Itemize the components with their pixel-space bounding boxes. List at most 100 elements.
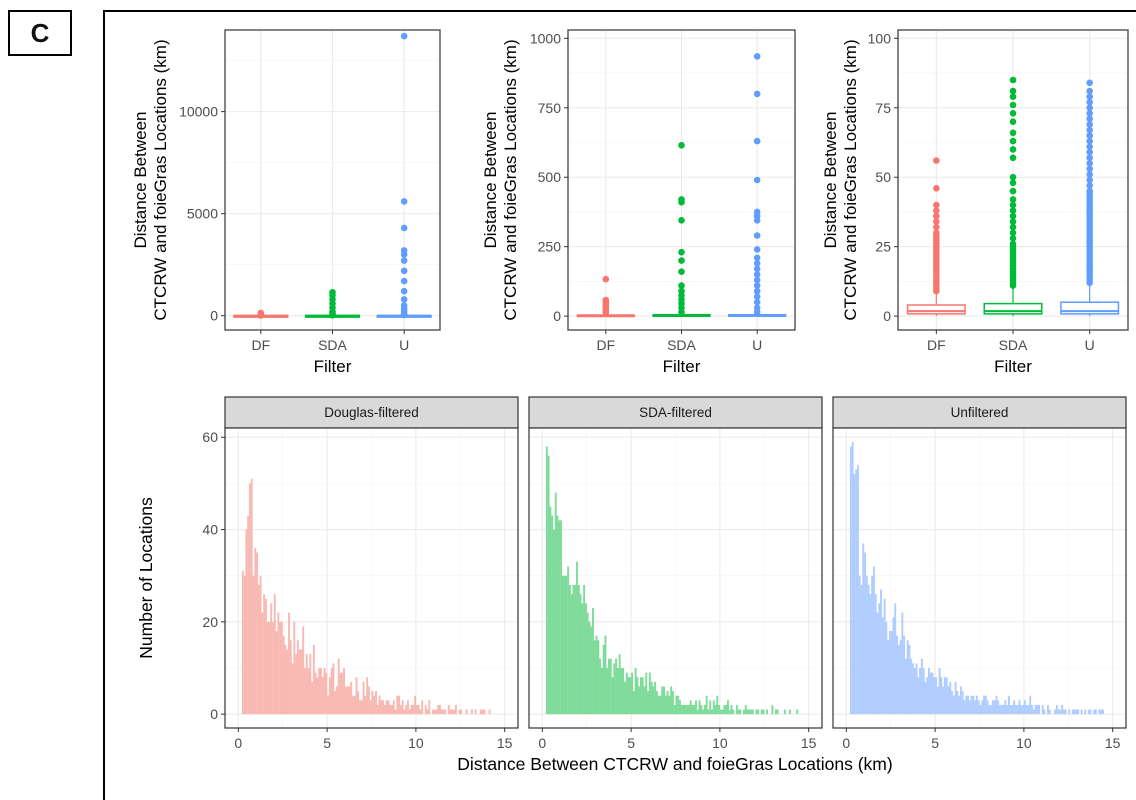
histogram-bar	[618, 654, 621, 715]
y-tick-label: 10000	[179, 104, 218, 120]
histogram-bar	[1093, 709, 1096, 715]
plot-border	[224, 427, 519, 729]
x-tick-label: 10	[408, 735, 424, 751]
histogram-bar	[686, 704, 689, 715]
histogram-bar	[574, 584, 577, 715]
histogram-bar	[1062, 709, 1065, 715]
histogram-bar	[851, 441, 854, 715]
histogram-bar	[600, 668, 603, 715]
outlier-point	[1009, 93, 1017, 100]
histogram-bar	[647, 691, 650, 715]
histogram-bar	[1055, 704, 1058, 715]
y-tick-label: 75	[875, 100, 891, 116]
histogram-bar	[367, 686, 370, 715]
histogram-bar	[334, 691, 337, 715]
histogram-bar	[586, 612, 589, 715]
outlier-point	[400, 302, 408, 309]
histogram-bar	[405, 704, 408, 715]
histogram-bar	[465, 709, 468, 715]
histogram-bar	[1094, 709, 1097, 715]
y-axis-title-line1: Distance Between	[481, 111, 500, 248]
histogram-bar	[739, 709, 742, 715]
histogram-bar	[606, 668, 609, 715]
histogram-bar	[695, 700, 697, 715]
histogram-bar	[1102, 709, 1104, 715]
histogram-bar	[988, 704, 991, 715]
histogram-bar	[284, 644, 287, 715]
histogram-bar	[1064, 709, 1067, 715]
outlier-point	[753, 232, 761, 239]
plot-border	[224, 29, 441, 331]
histogram-bar	[316, 677, 319, 715]
outlier-point	[400, 267, 408, 275]
histogram-bar	[1015, 704, 1017, 715]
histogram-bar	[687, 704, 690, 715]
histogram-bar	[314, 672, 317, 715]
histogram-bar	[558, 520, 561, 715]
histogram-bar	[668, 695, 671, 715]
histogram-bar	[796, 709, 799, 715]
histogram-bar	[1087, 709, 1090, 715]
x-tick-label: U	[399, 337, 409, 353]
histogram-bar	[348, 686, 351, 715]
histogram-bar	[270, 603, 273, 715]
histogram-bar	[1023, 700, 1026, 715]
histogram-bar	[858, 575, 861, 715]
histogram-bar	[860, 584, 863, 715]
histogram-bar	[906, 640, 909, 715]
histogram-bar	[382, 700, 385, 715]
histogram-bar	[762, 709, 765, 715]
histogram-bar	[341, 672, 344, 715]
histogram-bar	[880, 589, 882, 715]
y-tick-label: 100	[868, 30, 892, 46]
x-tick-label: 0	[234, 735, 242, 751]
histogram-bar	[346, 686, 349, 715]
histogram-bar	[394, 709, 397, 715]
histogram-bar	[1071, 709, 1074, 715]
outlier-point	[678, 196, 685, 203]
outlier-point	[1009, 196, 1017, 203]
histogram-bar	[437, 704, 440, 715]
histogram-bar	[616, 668, 619, 715]
outlier-point	[329, 288, 336, 296]
histogram-bar	[702, 709, 705, 715]
histogram-bar	[965, 695, 968, 715]
histogram-bar	[296, 640, 299, 715]
x-tick-label: U	[1085, 337, 1095, 353]
plot-border	[832, 427, 1127, 729]
histogram-bar	[723, 704, 726, 715]
histogram-bar	[943, 677, 946, 715]
histogram-bar	[474, 709, 477, 715]
histogram-bar	[632, 691, 635, 715]
histogram-bar	[1000, 704, 1003, 715]
histogram-bar	[414, 695, 417, 715]
histogram-bar	[638, 686, 641, 715]
histogram-bar	[1061, 704, 1064, 715]
y-tick-label: 0	[210, 706, 218, 722]
histogram-bar	[1032, 709, 1035, 715]
histogram-bar	[876, 612, 879, 715]
histogram-bar	[268, 621, 271, 715]
histogram-bar	[961, 691, 964, 715]
histogram-bar	[631, 672, 634, 715]
histogram-bar	[1020, 704, 1023, 715]
y-tick-label: 0	[210, 308, 218, 324]
histogram-bar	[766, 709, 768, 715]
histogram-bar	[903, 635, 906, 715]
histogram-bar	[682, 704, 685, 715]
histogram-bar	[755, 709, 758, 715]
x-tick-label: DF	[927, 337, 946, 353]
histogram-bar	[913, 668, 916, 715]
boxplot-panel-3: 0 25 50 75 100 DF SDA U Filter Distance Between CT…	[821, 29, 1129, 376]
histogram-bar	[440, 709, 443, 715]
histogram-bar	[693, 704, 696, 715]
histogram-bar	[677, 695, 680, 715]
histogram-bar	[604, 635, 607, 715]
outlier-point	[933, 218, 940, 225]
histogram-bar	[751, 709, 754, 715]
histogram-bar	[552, 529, 555, 715]
histogram-bar	[595, 635, 598, 715]
histogram-bar	[279, 621, 282, 715]
histogram-bar	[257, 584, 260, 715]
histogram-bar	[707, 709, 710, 715]
